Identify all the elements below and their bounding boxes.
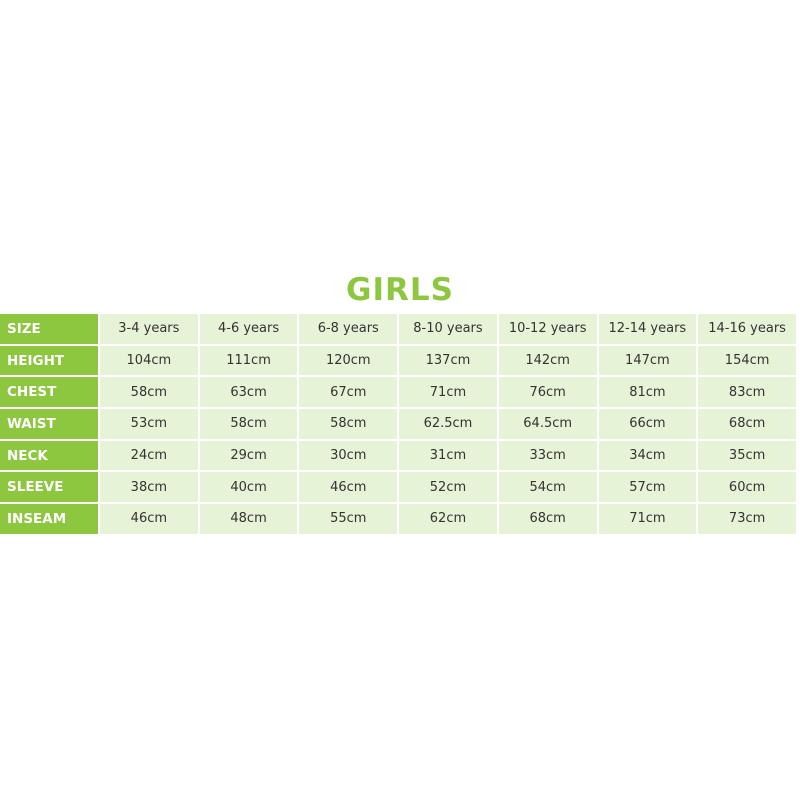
table-cell: 68cm bbox=[698, 409, 796, 439]
table-cell: 58cm bbox=[199, 409, 298, 439]
table-cell: 53cm bbox=[100, 409, 198, 439]
table-cell: 137cm bbox=[399, 345, 497, 376]
table-cell: 147cm bbox=[598, 345, 697, 376]
row-label: INSEAM bbox=[0, 504, 98, 534]
table-cell: 10-12 years bbox=[498, 314, 597, 344]
table-cell: 57cm bbox=[598, 472, 697, 503]
row-label: CHEST bbox=[0, 377, 98, 408]
chart-title: GIRLS bbox=[346, 272, 454, 308]
table-cell: 71cm bbox=[598, 504, 697, 534]
table-cell: 76cm bbox=[498, 377, 597, 408]
table-cell: 111cm bbox=[199, 345, 298, 376]
table-cell: 73cm bbox=[698, 504, 796, 534]
table-cell: 55cm bbox=[299, 504, 398, 534]
table-cell: 40cm bbox=[199, 472, 298, 503]
table-cell: 35cm bbox=[698, 440, 796, 471]
table-cell: 46cm bbox=[299, 472, 398, 503]
table-cell: 58cm bbox=[299, 409, 398, 439]
table-cell: 71cm bbox=[399, 377, 497, 408]
table-cell: 66cm bbox=[598, 409, 697, 439]
table-cell: 81cm bbox=[598, 377, 697, 408]
table-cell: 4-6 years bbox=[199, 314, 298, 344]
table-cell: 67cm bbox=[299, 377, 398, 408]
table-cell: 34cm bbox=[598, 440, 697, 471]
size-table: SIZE 3-4 years 4-6 years 6-8 years 8-10 year… bbox=[0, 312, 798, 536]
table-cell: 62.5cm bbox=[399, 409, 497, 439]
table-cell: 12-14 years bbox=[598, 314, 697, 344]
row-label: HEIGHT bbox=[0, 345, 98, 376]
table-cell: 62cm bbox=[399, 504, 497, 534]
table-cell: 64.5cm bbox=[498, 409, 597, 439]
row-label: NECK bbox=[0, 440, 98, 471]
table-cell: 52cm bbox=[399, 472, 497, 503]
table-cell: 8-10 years bbox=[399, 314, 497, 344]
table-row-waist: WAIST 53cm 58cm 58cm 62.5cm 64.5cm 66cm 68cm bbox=[0, 409, 796, 439]
table-cell: 6-8 years bbox=[299, 314, 398, 344]
table-cell: 48cm bbox=[199, 504, 298, 534]
table-row-chest: CHEST 58cm 63cm 67cm 71cm 76cm 81cm 83cm bbox=[0, 377, 796, 408]
table-cell: 31cm bbox=[399, 440, 497, 471]
table-cell: 142cm bbox=[498, 345, 597, 376]
table-cell: 29cm bbox=[199, 440, 298, 471]
table-cell: 54cm bbox=[498, 472, 597, 503]
row-label: WAIST bbox=[0, 409, 98, 439]
table-cell: 30cm bbox=[299, 440, 398, 471]
table-cell: 33cm bbox=[498, 440, 597, 471]
row-label: SLEEVE bbox=[0, 472, 98, 503]
table-row-size: SIZE 3-4 years 4-6 years 6-8 years 8-10 year… bbox=[0, 314, 796, 344]
table-cell: 68cm bbox=[498, 504, 597, 534]
table-cell: 83cm bbox=[698, 377, 796, 408]
table-cell: 58cm bbox=[100, 377, 198, 408]
table-cell: 60cm bbox=[698, 472, 796, 503]
table-row-height: HEIGHT 104cm 111cm 120cm 137cm 142cm 147cm 154c… bbox=[0, 345, 796, 376]
table-cell: 154cm bbox=[698, 345, 796, 376]
table-row-neck: NECK 24cm 29cm 30cm 31cm 33cm 34cm 35cm bbox=[0, 440, 796, 471]
table-cell: 24cm bbox=[100, 440, 198, 471]
table-cell: 46cm bbox=[100, 504, 198, 534]
table-cell: 104cm bbox=[100, 345, 198, 376]
table-cell: 3-4 years bbox=[100, 314, 198, 344]
table-cell: 63cm bbox=[199, 377, 298, 408]
table-cell: 120cm bbox=[299, 345, 398, 376]
table-cell: 38cm bbox=[100, 472, 198, 503]
table-cell: 14-16 years bbox=[698, 314, 796, 344]
table-row-inseam: INSEAM 46cm 48cm 55cm 62cm 68cm 71cm 73cm bbox=[0, 504, 796, 534]
row-label: SIZE bbox=[0, 314, 98, 344]
table-row-sleeve: SLEEVE 38cm 40cm 46cm 52cm 54cm 57cm 60cm bbox=[0, 472, 796, 503]
